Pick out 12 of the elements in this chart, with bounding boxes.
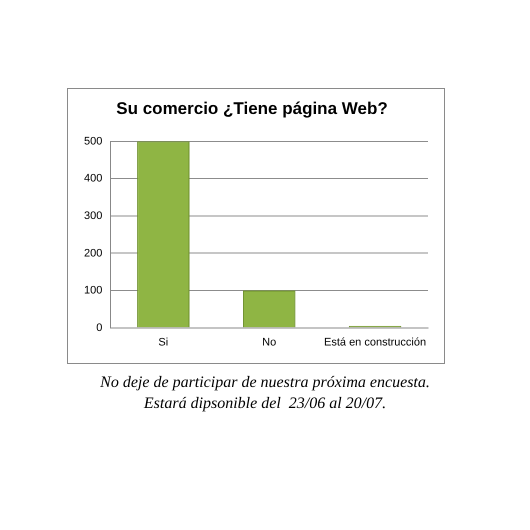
x-tick-label: Está en construcción (324, 336, 426, 348)
y-tick-label: 100 (84, 284, 102, 297)
text: Estará dipsonible del 23/06 al 20/07. (142, 394, 388, 414)
x-tick-label: No (262, 336, 276, 348)
y-tick-label: 500 (84, 135, 102, 148)
y-tick-label: 0 (96, 322, 102, 334)
x-tick-label: Si (158, 336, 168, 348)
y-tick-label: 300 (84, 210, 102, 222)
y-tick-label: 200 (84, 247, 102, 260)
y-tick-label: 400 (84, 172, 102, 185)
text: No deje de participar de nuestra próxima encuesta. (99, 373, 431, 393)
chart-title: Su comercio ¿Tiene página Web? (116, 98, 388, 118)
